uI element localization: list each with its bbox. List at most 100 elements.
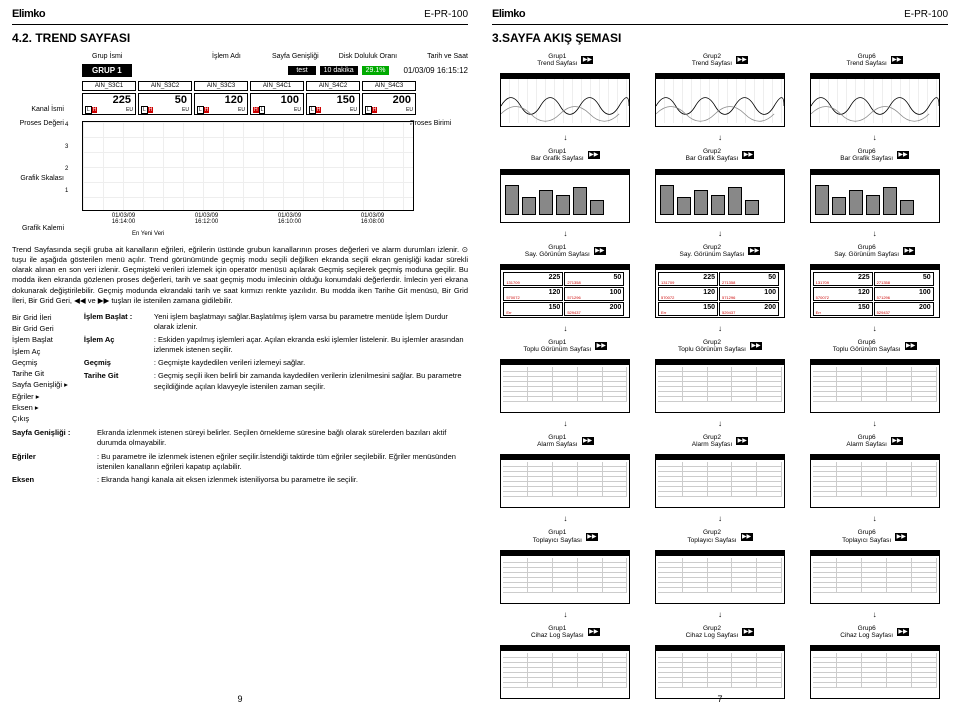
page-number: 7: [717, 694, 722, 704]
channel-header: AIN_S3C3: [194, 81, 248, 91]
menu-item[interactable]: İşlem Aç: [12, 346, 68, 357]
value-cell: 150LHEU: [306, 93, 360, 115]
mini-screen: [655, 645, 785, 699]
nav-next-icon[interactable]: ▶▶: [594, 247, 606, 255]
values-row: 225LHEU 50LHEU 120LHEU 100HLEU 150LHEU 2…: [82, 93, 468, 115]
nav-next-icon[interactable]: ▶▶: [588, 151, 600, 159]
pct-box: 29.1%: [362, 66, 390, 75]
flow-label-row: Grup1Trend Sayfası ▶▶: [537, 53, 593, 67]
page-header: Elimko E-PR-100: [492, 8, 948, 20]
nav-next-icon[interactable]: ▶▶: [891, 437, 903, 445]
value-cell: 225LHEU: [82, 93, 136, 115]
menu-item[interactable]: Bir Grid İleri: [12, 312, 68, 323]
mini-screen: 22513170950271358120570072100571296150Er…: [810, 264, 940, 318]
menu-item[interactable]: Bir Grid Geri: [12, 323, 68, 334]
label-proses-birimi: Proses Birimi: [410, 120, 460, 127]
arrow-down-icon: ↓: [873, 419, 877, 428]
mini-screen: [655, 169, 785, 223]
mini-screen: [500, 454, 630, 508]
flow-label-row: Grup6Say. Görünüm Sayfası ▶▶: [834, 244, 915, 258]
channel-header: AIN_S4C1: [250, 81, 304, 91]
nav-next-icon[interactable]: ▶▶: [903, 247, 915, 255]
section-title: 3.SAYFA AKIŞ ŞEMASI: [492, 31, 948, 45]
section-title: 4.2. TREND SAYFASI: [12, 31, 468, 45]
flow-label: Grup1Trend Sayfası: [537, 53, 577, 67]
menu-item[interactable]: Çıkış: [12, 413, 68, 424]
arrow-down-icon: ↓: [563, 324, 567, 333]
flow-label-row: Grup2Trend Sayfası ▶▶: [692, 53, 748, 67]
mini-screen: [810, 169, 940, 223]
menu-item[interactable]: Geçmiş: [12, 357, 68, 368]
nav-next-icon[interactable]: ▶▶: [891, 56, 903, 64]
datetime-label: 01/03/09 16:15:12: [403, 66, 468, 75]
mini-screen: [500, 550, 630, 604]
mini-screen: [810, 73, 940, 127]
flow-label: Grup1Toplayıcı Sayfası: [533, 529, 582, 543]
nav-next-icon[interactable]: ▶▶: [586, 533, 598, 541]
nav-next-icon[interactable]: ▶▶: [588, 628, 600, 636]
menu-item[interactable]: Tarihe Git: [12, 368, 68, 379]
flow-label: Grup2Bar Grafik Sayfası: [686, 148, 739, 162]
nav-next-icon[interactable]: ▶▶: [750, 342, 762, 350]
nav-next-icon[interactable]: ▶▶: [736, 437, 748, 445]
menu-item[interactable]: Eğriler ▸: [12, 391, 68, 402]
nav-next-icon[interactable]: ▶▶: [905, 342, 917, 350]
flow-label: Grup2Trend Sayfası: [692, 53, 732, 67]
en-yeni-veri-label: En Yeni Veri: [132, 231, 468, 237]
flow-label-row: Grup6Alarm Sayfası▶▶: [846, 434, 902, 448]
mini-screen: [810, 359, 940, 413]
flow-label-row: Grup1Say. Görünüm Sayfası▶▶: [525, 244, 606, 258]
arrow-down-icon: ↓: [563, 419, 567, 428]
label-sayfa-gen: Sayfa Genişliği: [272, 53, 319, 60]
mini-screen: 22513170950271358120570072100571296150Er…: [655, 264, 785, 318]
menu-item[interactable]: Eksen ▸: [12, 402, 68, 413]
label-grafik-skalasi: Grafik Skalası: [4, 175, 64, 182]
nav-next-icon[interactable]: ▶▶: [742, 628, 754, 636]
channel-header: AIN_S4C3: [362, 81, 416, 91]
left-page: Elimko E-PR-100 4.2. TREND SAYFASI Grup …: [0, 0, 480, 710]
flow-label: Grup2Toplu Görünüm Sayfası: [678, 339, 746, 353]
arrow-down-icon: ↓: [718, 419, 722, 428]
menu-item[interactable]: Sayfa Genişliği ▸: [12, 379, 68, 390]
flow-label-row: Grup2Cihaz Log Sayfası▶▶: [686, 625, 755, 639]
mini-screen: [655, 73, 785, 127]
graph-time-axis: 01/03/0916:14:00 01/03/0916:12:00 01/03/…: [82, 213, 414, 225]
arrow-down-icon: ↓: [873, 133, 877, 142]
label-disk: Disk Doluluk Oranı: [339, 53, 397, 60]
nav-next-icon[interactable]: ▶▶: [736, 56, 748, 64]
menu-definitions: İşlem Başlat :Yeni işlem başlatmayı sağl…: [84, 312, 468, 425]
right-page: Elimko E-PR-100 3.SAYFA AKIŞ ŞEMASI Grup…: [480, 0, 960, 710]
flow-label: Grup6Toplu Görünüm Sayfası: [833, 339, 901, 353]
header-rule: [492, 24, 948, 25]
arrow-down-icon: ↓: [718, 229, 722, 238]
flow-label-row: Grup1Bar Grafik Sayfası▶▶: [531, 148, 600, 162]
flow-label: Grup2Toplayıcı Sayfası: [687, 529, 736, 543]
trend-graph: 4 3 2 1: [82, 121, 414, 211]
nav-next-icon[interactable]: ▶▶: [595, 342, 607, 350]
nav-next-icon[interactable]: ▶▶: [897, 151, 909, 159]
nav-next-icon[interactable]: ▶▶: [581, 56, 593, 64]
nav-next-icon[interactable]: ▶▶: [897, 628, 909, 636]
flow-label-row: Grup6Cihaz Log Sayfası▶▶: [840, 625, 909, 639]
mini-screen: [500, 169, 630, 223]
nav-next-icon[interactable]: ▶▶: [748, 247, 760, 255]
value-cell: 200LHEU: [362, 93, 416, 115]
flow-label: Grup1Cihaz Log Sayfası: [531, 625, 584, 639]
flow-label-row: Grup1Cihaz Log Sayfası ▶▶: [531, 625, 600, 639]
document-spread: Elimko E-PR-100 4.2. TREND SAYFASI Grup …: [0, 0, 960, 710]
flow-label: Grup6Say. Görünüm Sayfası: [834, 244, 899, 258]
flow-label-row: Grup2Alarm Sayfası ▶▶: [692, 434, 748, 448]
model-label: E-PR-100: [424, 9, 468, 20]
menu-item[interactable]: İşlem Başlat: [12, 334, 68, 345]
flow-label: Grup6Trend Sayfası: [847, 53, 887, 67]
flow-label: Grup2Alarm Sayfası: [692, 434, 732, 448]
nav-next-icon[interactable]: ▶▶: [895, 533, 907, 541]
mini-screen: [810, 454, 940, 508]
nav-next-icon[interactable]: ▶▶: [742, 151, 754, 159]
nav-next-icon[interactable]: ▶▶: [741, 533, 753, 541]
nav-next-icon[interactable]: ▶▶: [582, 437, 594, 445]
mini-screen: 22513170950271358120570072100571296150Er…: [500, 264, 630, 318]
body-paragraph: Trend Sayfasında seçili gruba ait kanall…: [12, 245, 468, 306]
grup-bar: GRUP 1 test 10 dakika 29.1% 01/03/09 16:…: [82, 64, 468, 77]
header-rule: [12, 24, 468, 25]
